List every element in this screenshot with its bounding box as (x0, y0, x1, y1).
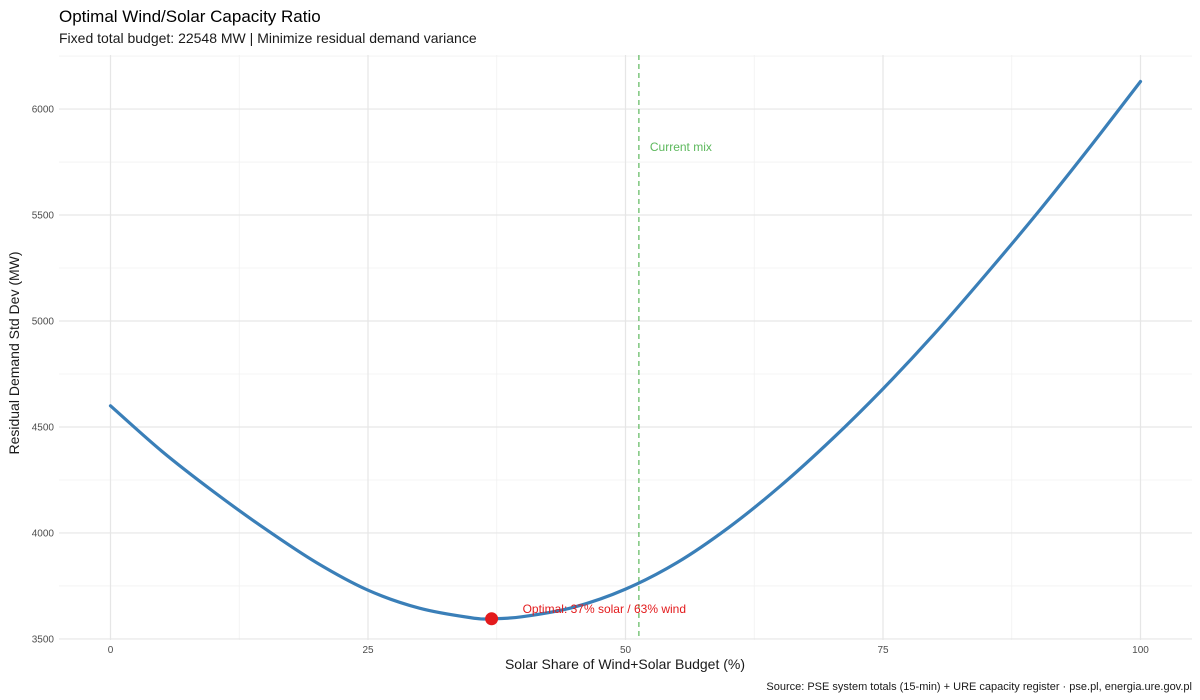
chart-subtitle: Fixed total budget: 22548 MW | Minimize … (59, 30, 477, 46)
y-axis-title: Residual Demand Std Dev (MW) (6, 251, 22, 454)
x-tick-label: 50 (620, 645, 632, 656)
y-tick-label: 5500 (32, 211, 55, 222)
chart-title: Optimal Wind/Solar Capacity Ratio (59, 7, 321, 26)
optimal-point (485, 612, 499, 626)
x-tick-label: 25 (362, 645, 374, 656)
x-tick-label: 0 (108, 645, 114, 656)
caption: Source: PSE system totals (15-min) + URE… (766, 681, 1192, 693)
series-line (108, 79, 1143, 621)
current-mix-label: Current mix (650, 140, 712, 154)
y-tick-label: 5000 (32, 317, 55, 328)
y-tick-label: 4500 (32, 422, 55, 433)
x-axis-title: Solar Share of Wind+Solar Budget (%) (505, 656, 745, 672)
ticks: 0 25 50 75 100 3500 4000 4500 5000 5500 6000 (32, 105, 1150, 656)
y-tick-label: 6000 (32, 105, 55, 116)
y-tick-label: 3500 (32, 634, 55, 645)
grid (59, 55, 1192, 640)
y-tick-label: 4000 (32, 528, 55, 539)
x-tick-label: 75 (877, 645, 889, 656)
x-tick-label: 100 (1132, 645, 1149, 656)
optimal-label: Optimal: 37% solar / 63% wind (523, 602, 686, 616)
